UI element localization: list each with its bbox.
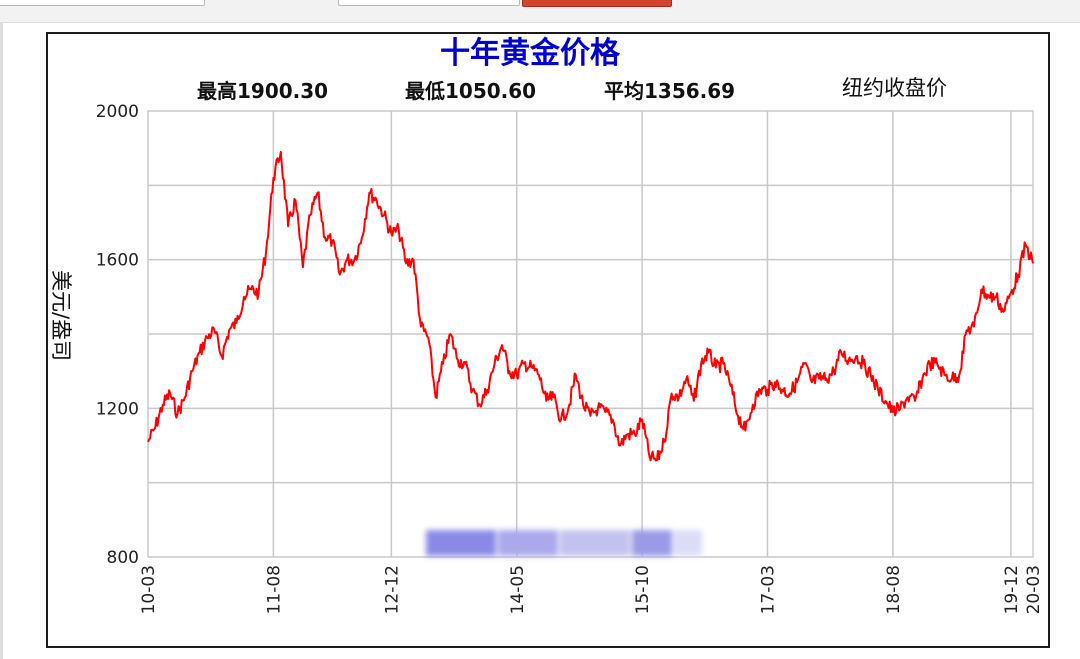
toolbar-input-left[interactable] [0,0,205,6]
left-scroll-edge [0,22,3,659]
stat-avg: 平均1356.69 [604,79,735,103]
watermark-blur [418,518,706,568]
x-ticks: 10-03 11-08 12-12 14-05 15-10 17-03 18-08 19-12… [139,565,1044,614]
x-tick-label: 10-03 [139,565,159,614]
grid-lines [147,110,1034,558]
x-tick-label: 12-12 [382,565,402,614]
stat-low: 最低1050.60 [405,79,536,103]
y-tick-label: 1600 [96,251,139,271]
y-ticks: 800 1200 1600 2000 [96,102,139,568]
toolbar-input-right[interactable] [338,0,520,6]
x-tick-label: 11-08 [264,565,284,614]
chart-title: 十年黄金价格 [440,36,621,71]
x-tick-label: 14-05 [508,565,528,614]
y-tick-label: 800 [107,548,139,568]
x-tick-label: 15-10 [633,565,653,614]
browser-toolbar [0,0,1080,23]
x-tick-label: 17-03 [759,565,779,614]
x-tick-label: 20-03 [1024,565,1044,614]
stat-note: 纽约收盘价 [842,76,947,100]
y-tick-label: 1200 [96,399,139,419]
toolbar-red-button[interactable] [522,0,672,7]
x-tick-label: 18-08 [884,565,904,614]
y-tick-label: 2000 [96,102,139,122]
series-line [147,150,1034,462]
stat-high: 最高1900.30 [197,79,328,103]
y-axis-label: 美元/盎司 [49,270,73,361]
x-tick-label: 19-12 [1002,565,1022,614]
